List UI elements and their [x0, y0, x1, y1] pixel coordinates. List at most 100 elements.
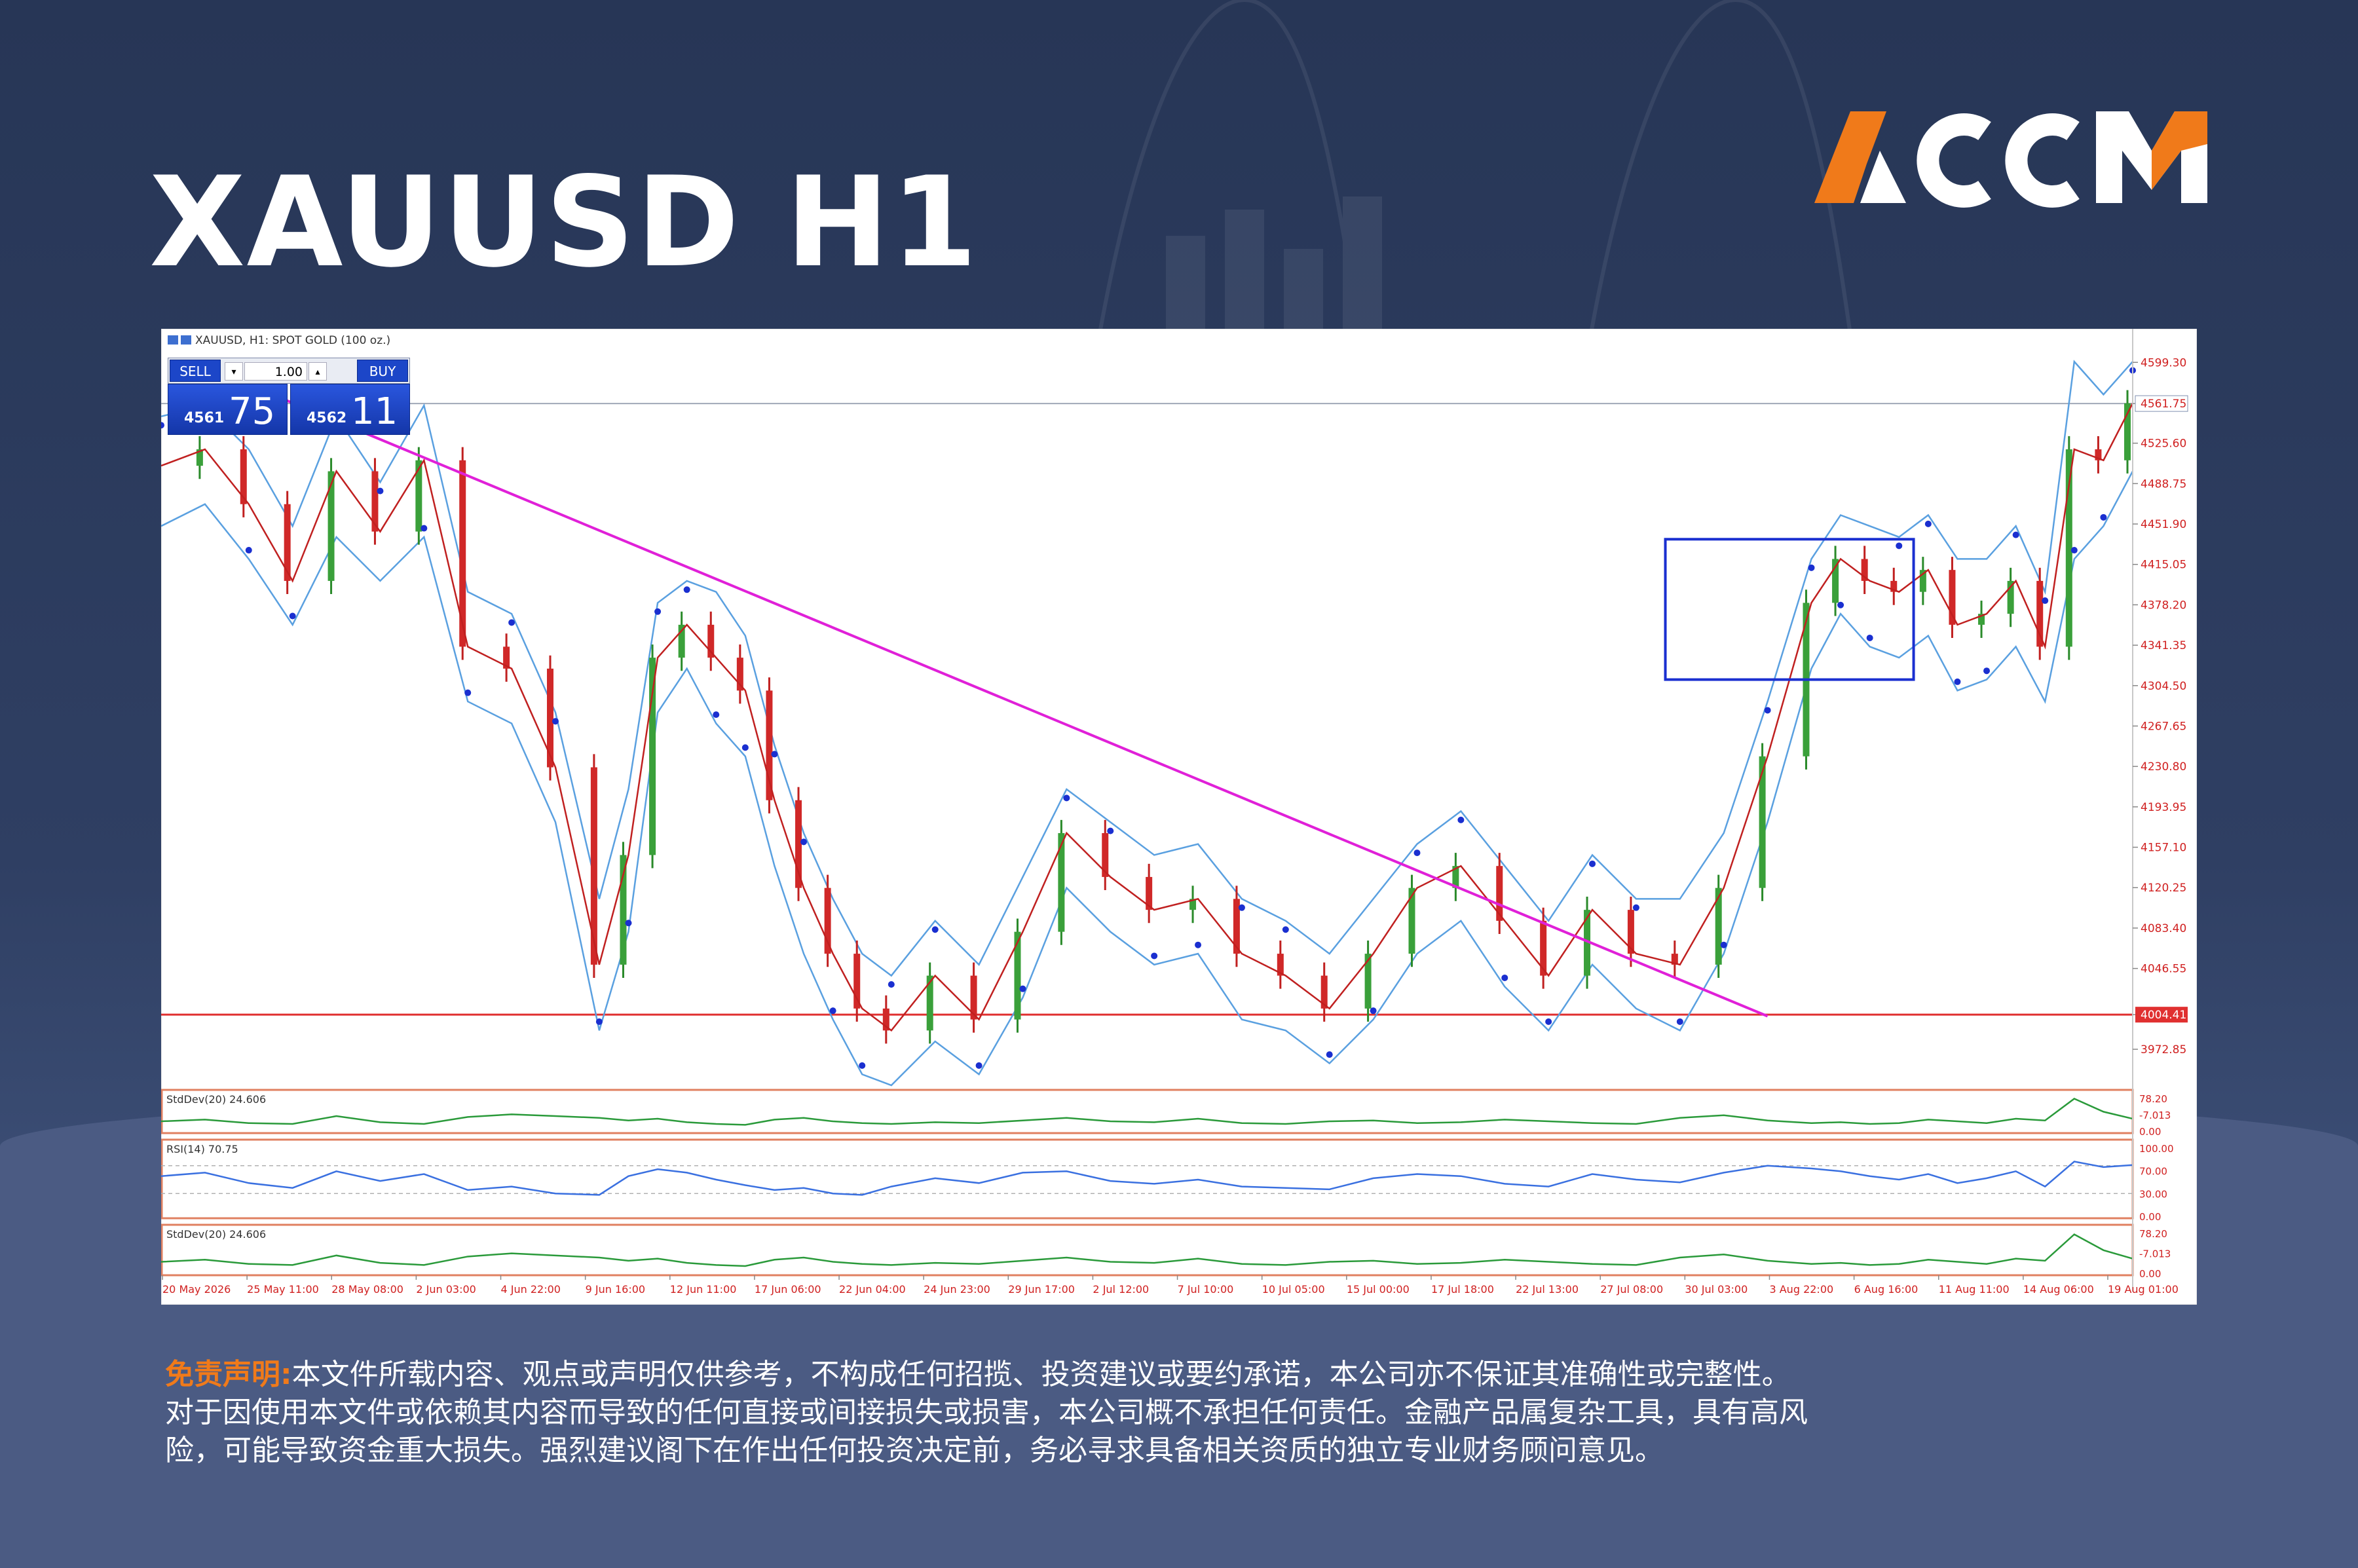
buy-quote[interactable]: 4562 11: [290, 384, 410, 435]
sar-point: [1019, 985, 1026, 992]
sar-point: [741, 744, 749, 751]
sar-point: [888, 980, 895, 988]
buy-button[interactable]: BUY: [357, 360, 408, 382]
sell-price-minor: 75: [229, 390, 276, 433]
price-tick-label: 4525.60: [2141, 438, 2186, 451]
candle-body: [1014, 931, 1021, 1020]
indicator-tick-label: 78.20: [2139, 1093, 2167, 1105]
buy-price-major: 4562: [307, 410, 347, 426]
time-tick-label: 14 Aug 06:00: [2023, 1283, 2094, 1296]
lot-increase-icon[interactable]: ▴: [309, 362, 327, 381]
indicator-tick-label: 0.00: [2139, 1211, 2161, 1223]
sar-point: [683, 586, 690, 593]
sar-point: [1238, 904, 1245, 911]
candle-body: [547, 668, 553, 768]
sar-point: [1457, 816, 1465, 823]
disclaimer: 免责声明:本文件所载内容、观点或声明仅供参考，不构成任何招揽、投资建议或要约承诺…: [165, 1356, 2202, 1470]
indicator-tick-label: 78.20: [2139, 1228, 2167, 1240]
sell-button[interactable]: SELL: [170, 360, 221, 382]
candle-body: [853, 954, 861, 1009]
candle-body: [1364, 954, 1372, 1009]
lot-decrease-icon[interactable]: ▾: [225, 362, 243, 381]
indicator-tick-label: 100.00: [2139, 1143, 2174, 1155]
sell-quote[interactable]: 4561 75: [168, 384, 288, 435]
price-tick-label: 3972.85: [2141, 1043, 2186, 1056]
price-chart[interactable]: XAUUSD, H1: SPOT GOLD (100 oz.) StdDev(2…: [161, 329, 2197, 1305]
sar-point: [1370, 1007, 1377, 1015]
accm-logo: [1814, 111, 2207, 208]
disclaimer-line-3: 险，可能导致资金重大损失。强烈建议阁下在作出任何投资决定前，务必寻求具备相关资质…: [165, 1434, 1664, 1467]
time-tick-label: 22 Jun 04:00: [839, 1283, 906, 1296]
indicator-tick-label: -7.013: [2139, 1248, 2171, 1260]
candle-body: [795, 800, 802, 888]
disclaimer-line-2: 对于因使用本文件或依赖其内容而导致的任何直接或间接损失或损害，本公司概不承担任何…: [165, 1396, 1808, 1429]
price-tick-label: 4341.35: [2141, 639, 2186, 652]
candle-body: [1058, 832, 1065, 932]
candle-body: [1277, 954, 1284, 976]
candle-body: [926, 975, 933, 1031]
sar-point: [508, 619, 515, 626]
candle-body: [1189, 899, 1197, 910]
time-tick-label: 2 Jul 12:00: [1093, 1283, 1149, 1296]
chart-window[interactable]: XAUUSD, H1: SPOT GOLD (100 oz.) StdDev(2…: [161, 329, 2197, 1305]
sar-point: [1924, 520, 1932, 527]
price-tick-label: 4415.05: [2141, 559, 2186, 572]
candle-body: [970, 975, 977, 1020]
sar-point: [625, 920, 632, 927]
indicator-tick-label: -7.013: [2139, 1110, 2171, 1121]
sar-point: [1808, 564, 1815, 571]
price-tick-label: 4083.40: [2141, 922, 2186, 935]
candle-body: [2124, 403, 2131, 460]
sar-point: [975, 1062, 982, 1069]
sar-point: [289, 612, 296, 620]
candle-body: [1671, 954, 1678, 965]
price-tick-label: 4599.30: [2141, 356, 2186, 369]
page-title: XAUUSD H1: [149, 150, 979, 295]
chart-candles-icon: [181, 335, 191, 345]
price-tick-label: 4157.10: [2141, 842, 2186, 855]
sar-point: [713, 711, 720, 719]
indicator-panel: [161, 1089, 2134, 1134]
sar-point: [1983, 667, 1991, 675]
candle-body: [1408, 887, 1415, 954]
time-tick-label: 15 Jul 00:00: [1347, 1283, 1410, 1296]
time-tick-label: 25 May 11:00: [247, 1283, 319, 1296]
upper-band-line: [161, 360, 2133, 977]
candle-body: [503, 646, 510, 669]
time-tick-label: 17 Jun 06:00: [755, 1283, 821, 1296]
candle-body: [1890, 580, 1898, 592]
indicator-line: [161, 1233, 2133, 1267]
disclaimer-line-1: 本文件所载内容、观点或声明仅供参考，不构成任何招揽、投资建议或要约承诺，本公司亦…: [291, 1358, 1791, 1391]
candle-body: [1715, 887, 1722, 965]
lot-size-input[interactable]: 1.00: [244, 362, 307, 381]
one-click-trading-panel[interactable]: SELL ▾ 1.00 ▴ BUY 4561 75 4562 11: [168, 358, 410, 435]
sar-point: [1282, 926, 1289, 933]
candle-body: [1627, 910, 1634, 954]
candle-body: [1146, 876, 1153, 910]
sar-point: [2012, 531, 2019, 538]
chart-grid-icon: [168, 335, 178, 345]
candle-body: [736, 658, 743, 691]
indicator-line: [161, 1098, 2133, 1126]
candle-body: [1832, 559, 1839, 603]
indicator-line: [161, 1161, 2133, 1196]
sar-point: [1866, 634, 1873, 641]
sar-point: [1151, 952, 1158, 960]
sar-point: [1632, 904, 1639, 911]
trendline: [219, 371, 1768, 1018]
price-tick-label: 4046.55: [2141, 963, 2186, 976]
sar-point: [1589, 860, 1596, 867]
candle-body: [1496, 866, 1503, 921]
background-chart-watermark: [1079, 0, 1869, 458]
sar-point: [1545, 1018, 1552, 1025]
candle-body: [1584, 910, 1591, 976]
sar-point: [552, 718, 559, 725]
candle-body: [2007, 580, 2014, 614]
price-tick-label: 4378.20: [2141, 599, 2186, 612]
time-tick-label: 6 Aug 16:00: [1854, 1283, 1918, 1296]
sar-point: [1195, 941, 1202, 948]
time-tick-label: 12 Jun 11:00: [670, 1283, 737, 1296]
indicator-label: RSI(14) 70.75: [166, 1143, 238, 1155]
disclaimer-label: 免责声明:: [165, 1358, 292, 1391]
time-tick-label: 22 Jul 13:00: [1516, 1283, 1579, 1296]
